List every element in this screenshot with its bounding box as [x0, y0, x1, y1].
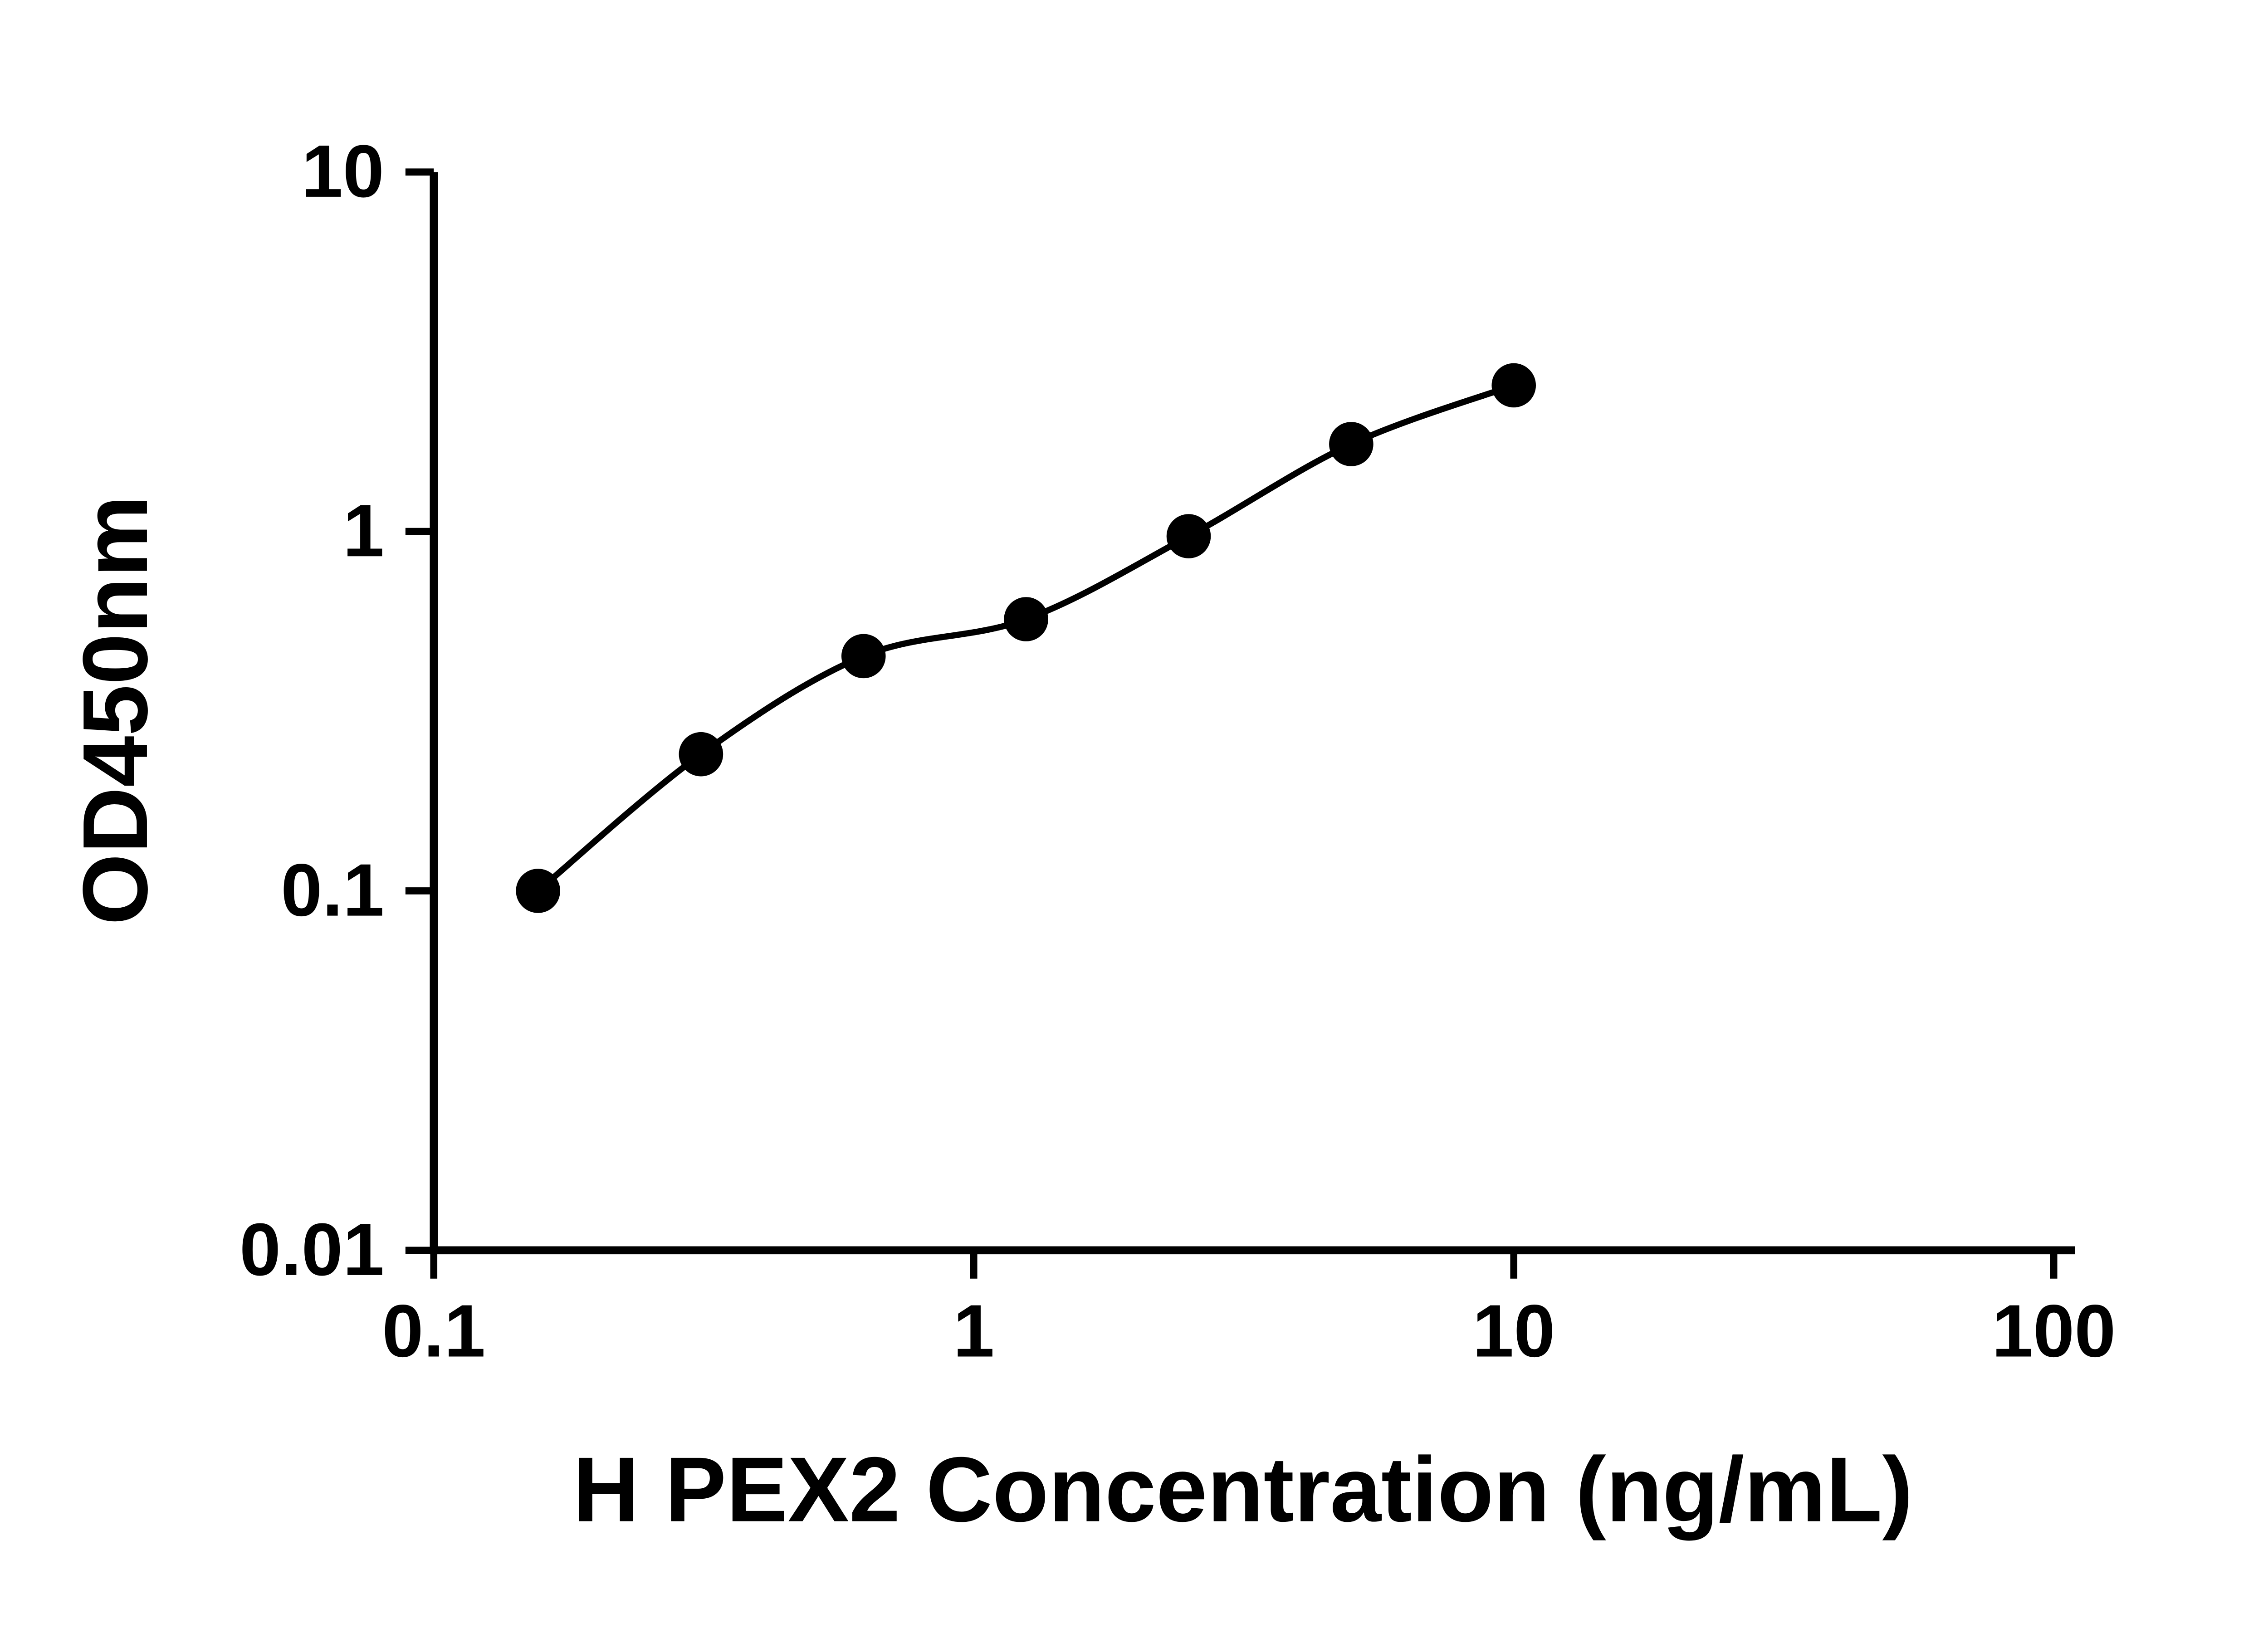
- x-axis-title: H PEX2 Concentration (ng/mL): [573, 1438, 1913, 1541]
- data-point: [1166, 514, 1211, 558]
- y-axis-title: OD450nm: [64, 495, 167, 925]
- y-tick-label: 0.01: [240, 1208, 384, 1291]
- y-tick-label: 1: [343, 489, 384, 572]
- axes-layer: [430, 172, 2075, 1255]
- x-tick-label: 100: [1992, 1289, 2116, 1372]
- y-tick-label: 0.1: [281, 849, 384, 932]
- data-point: [516, 869, 560, 913]
- x-tick-label: 1: [953, 1289, 994, 1372]
- data-point: [1329, 422, 1374, 466]
- data-layer: [516, 363, 1536, 913]
- x-tick-label: 10: [1472, 1289, 1555, 1372]
- data-point: [1491, 363, 1536, 408]
- data-point: [1004, 597, 1048, 641]
- axis-spine: [430, 172, 2075, 1255]
- y-tick-label: 10: [302, 130, 384, 213]
- data-point: [679, 732, 723, 777]
- x-tick-label: 0.1: [382, 1289, 485, 1372]
- data-point: [841, 634, 886, 679]
